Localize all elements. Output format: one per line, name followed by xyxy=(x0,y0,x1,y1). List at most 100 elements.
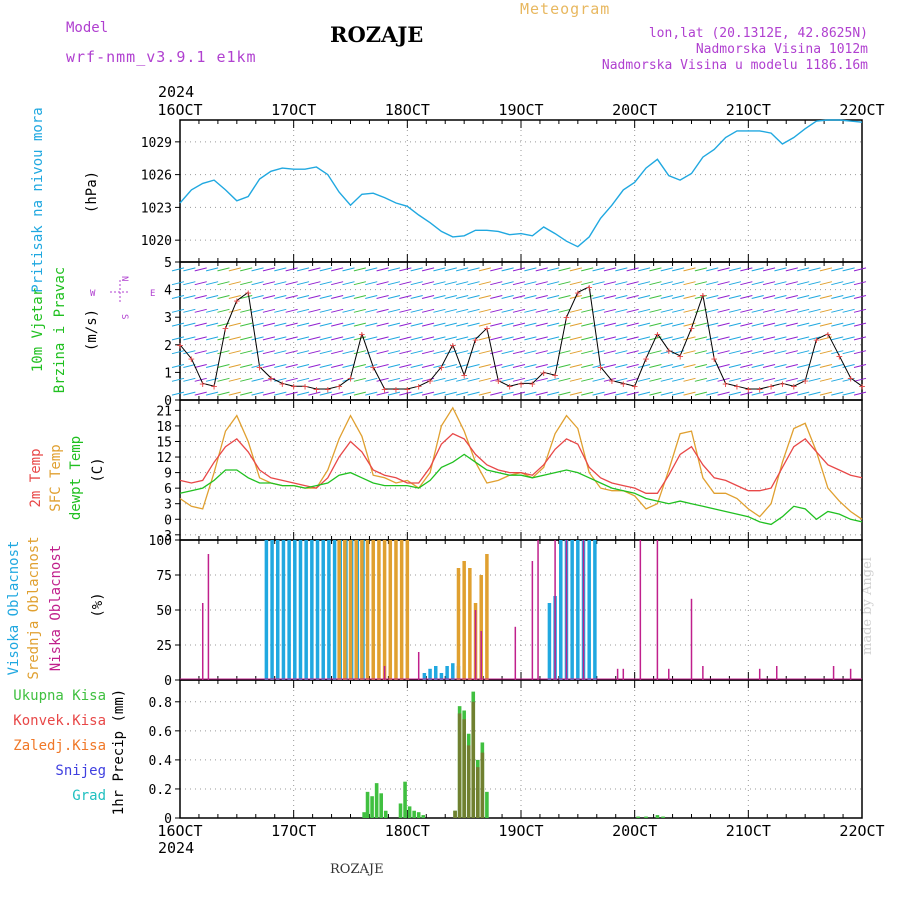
wind-barb-arrow xyxy=(376,322,389,327)
mid-cloud-axis-title: Srednja Oblacnost xyxy=(26,536,42,679)
wind-barb-arrow xyxy=(240,308,253,313)
wind-barb-arrow xyxy=(808,350,821,355)
high-cloud-bar xyxy=(264,540,269,680)
wind-barb-arrow xyxy=(535,308,548,313)
top-date-tick-label: 22OCT xyxy=(839,101,884,119)
mid-cloud-bar xyxy=(394,540,398,680)
total-precip-bar xyxy=(661,816,665,818)
wind-barb-arrow xyxy=(694,377,707,382)
wind-barb-arrow xyxy=(649,267,662,272)
wind-barb-arrow xyxy=(603,322,617,327)
convective-precip-bar xyxy=(457,713,462,818)
wind-barb-arrow xyxy=(717,267,730,272)
wind-barb-arrow xyxy=(831,336,844,341)
wind-barb-arrow xyxy=(171,377,185,382)
wind-barb-arrow xyxy=(558,350,571,355)
wind-barb-arrow xyxy=(308,336,321,341)
wind-speed-marker: + xyxy=(461,369,468,382)
high-cloud-bar xyxy=(547,603,552,680)
wind-barb-arrow xyxy=(399,364,412,368)
total-precip-bar xyxy=(485,791,489,818)
wind-barb-arrow xyxy=(285,295,298,299)
wind-barb-arrow xyxy=(399,267,412,272)
wind-barb-arrow xyxy=(615,350,628,355)
wind-barb-arrow xyxy=(331,364,344,368)
wind-barb-arrow xyxy=(308,350,321,355)
wind-barb-arrow xyxy=(672,391,685,396)
wind-barb-arrow xyxy=(797,391,810,396)
meteogram-label: Meteogram xyxy=(520,0,611,18)
wind-barb-arrow xyxy=(808,308,821,313)
wind-barb-arrow xyxy=(581,364,594,368)
mid-cloud-bar xyxy=(377,540,381,680)
wind-barb-arrow xyxy=(353,267,366,272)
wind-barb-arrow xyxy=(660,322,673,327)
wind-barb-arrow xyxy=(751,295,764,299)
wind-barb-arrow xyxy=(683,281,696,286)
wind-barb-arrow xyxy=(183,308,196,313)
convective-precip-bar xyxy=(480,752,485,818)
wind-barb-arrow xyxy=(353,391,366,396)
wind-barb-arrow xyxy=(183,336,196,341)
wind-barb-arrow xyxy=(774,391,787,396)
wind-barb-arrow xyxy=(762,295,776,299)
high-cloud-bar xyxy=(434,666,438,680)
wind-barb-arrow xyxy=(751,308,764,313)
wind-barb-arrow xyxy=(808,295,821,299)
wind-barb-arrow xyxy=(569,308,582,313)
wind-barb-arrow xyxy=(365,391,378,396)
wind-barb-arrow xyxy=(603,295,617,299)
wind-barb-arrow xyxy=(467,322,480,327)
wind-barb-arrow xyxy=(331,267,344,272)
wind-barb-arrow xyxy=(808,391,821,396)
wind-barb-arrow xyxy=(433,322,446,327)
wind-barb-arrow xyxy=(308,322,321,327)
wind-barb-arrow xyxy=(615,336,628,341)
wind-barb-arrow xyxy=(558,336,571,341)
wind-barb-arrow xyxy=(740,336,753,341)
wind-barb-arrow xyxy=(717,364,730,368)
high-cloud-bar xyxy=(310,540,314,680)
precipitation-frame xyxy=(179,679,863,819)
wind-barb-arrow xyxy=(831,377,844,382)
wind-barb-arrow xyxy=(387,322,401,327)
footer-station-name: ROZAJE xyxy=(330,862,384,877)
wind-barb-arrow xyxy=(558,377,571,382)
wind-speed-marker: + xyxy=(211,380,218,393)
wind-barb-arrow xyxy=(421,267,435,272)
wind-barb-arrow xyxy=(433,377,446,382)
y-tick-label: 1023 xyxy=(141,201,172,216)
wind-barb-arrow xyxy=(171,364,185,368)
wind-barb-arrow xyxy=(728,350,742,355)
wind-barb-arrow xyxy=(603,364,617,368)
wind-barb-arrow xyxy=(410,350,423,355)
wind-speed-marker: + xyxy=(495,375,502,388)
wind-barb-arrow xyxy=(467,350,480,355)
wind-barb-arrow xyxy=(728,295,742,299)
wind-barb-arrow xyxy=(728,308,742,313)
wind-barb-arrow xyxy=(672,267,685,272)
wind-barb-arrow xyxy=(762,391,776,396)
wind-barb-arrow xyxy=(637,391,651,396)
wind-barb-arrow xyxy=(296,336,310,341)
wind-barb-arrow xyxy=(183,350,196,355)
wind-barb-arrow xyxy=(410,308,423,313)
wind-barb-arrow xyxy=(478,281,492,286)
wind-barb-arrow xyxy=(217,308,230,313)
y-tick-label: 0.6 xyxy=(149,725,172,740)
high-cloud-bar xyxy=(332,540,337,680)
wind-barb-arrow xyxy=(649,322,662,327)
wind-barb-arrow xyxy=(706,364,719,368)
y-tick-label: 6 xyxy=(164,482,172,497)
low-cloud-bar xyxy=(832,666,835,680)
wind-barb-arrow xyxy=(637,322,651,327)
low-cloud-bar xyxy=(207,554,210,680)
wind-barb-arrow xyxy=(410,391,423,396)
wind-barb-arrow xyxy=(819,308,833,313)
wind-barb-arrow xyxy=(740,308,753,313)
pressure-panel: 1020 1023 1026 1029 xyxy=(141,119,863,263)
wind-speed-marker: + xyxy=(529,377,536,390)
wind-barb-arrow xyxy=(762,322,776,327)
wind-barb-arrow xyxy=(672,377,685,382)
